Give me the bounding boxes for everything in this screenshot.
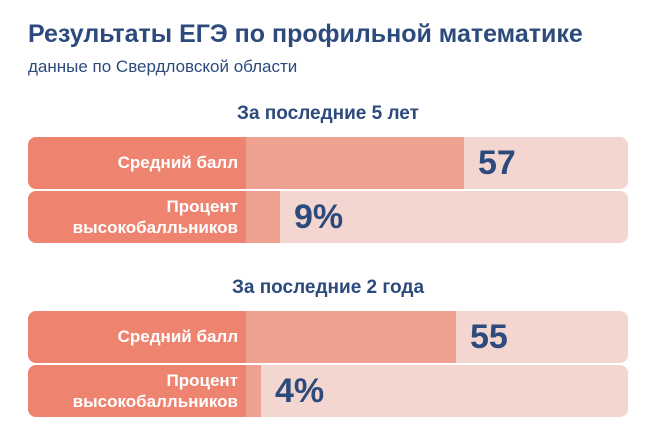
row-label: Процент высокобалльников xyxy=(28,365,246,417)
value-label: 57 xyxy=(478,143,516,182)
bar-track: 55 xyxy=(246,311,628,363)
chart-title: Результаты ЕГЭ по профильной математике xyxy=(28,20,583,48)
bar-row: Средний балл 55 xyxy=(28,311,628,363)
group-title: За последние 5 лет xyxy=(237,103,419,124)
value-label: 4% xyxy=(275,371,325,410)
bar-row: Процент высокобалльников 4% xyxy=(28,365,628,417)
row-label: Средний балл xyxy=(28,311,246,363)
bar xyxy=(246,137,464,189)
bar-track: 9% xyxy=(246,191,628,243)
value-label: 9% xyxy=(294,197,344,236)
value-label: 55 xyxy=(470,317,508,356)
bar xyxy=(246,191,280,243)
bar-track: 57 xyxy=(246,137,628,189)
bar-track: 4% xyxy=(246,365,628,417)
group-title: За последние 2 года xyxy=(231,277,425,298)
row-label: Средний балл xyxy=(28,137,246,189)
bar-row: Средний балл 57 xyxy=(28,137,628,189)
chart-subtitle: данные по Свердловской области xyxy=(28,57,298,76)
bar xyxy=(246,365,261,417)
bar xyxy=(246,311,456,363)
bar-row: Процент высокобалльников 9% xyxy=(28,191,628,243)
row-label: Процент высокобалльников xyxy=(28,191,246,243)
